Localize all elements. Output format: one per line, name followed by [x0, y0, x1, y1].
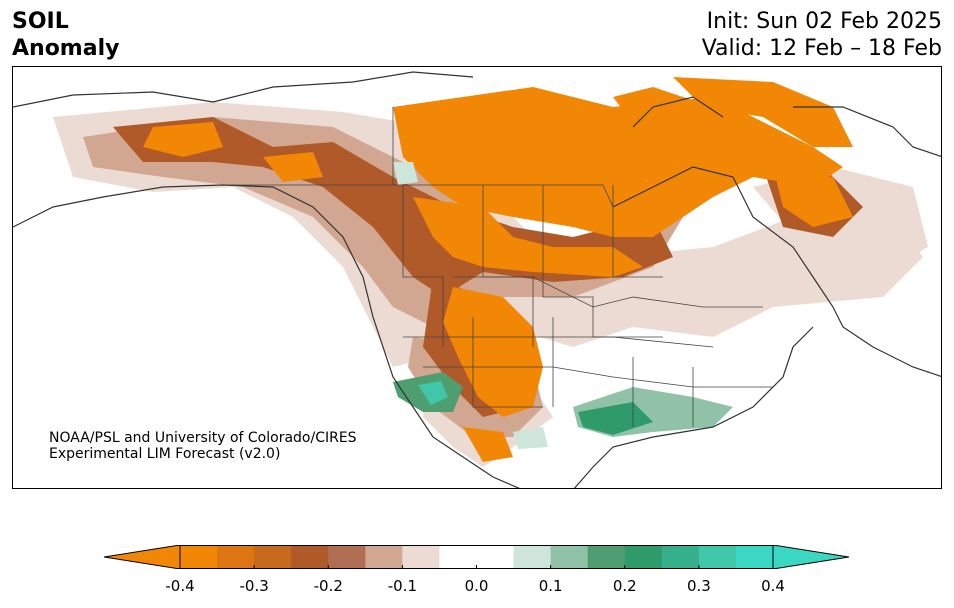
- colorbar-segment: [254, 545, 292, 569]
- political-borders: [223, 107, 773, 427]
- colorbar-tick-label: 0.0: [464, 577, 489, 595]
- colorbar-tick-label: -0.1: [387, 577, 418, 595]
- valid-range: Valid: 12 Feb – 18 Feb: [701, 36, 942, 61]
- colorbar-tick-label: -0.4: [165, 577, 195, 595]
- colorbar-segment: [698, 545, 737, 569]
- colorbar-segment: [550, 545, 589, 569]
- credit-line-1: NOAA/PSL and University of Colorado/CIRE…: [49, 430, 357, 446]
- anomaly-map: [13, 71, 941, 488]
- colorbar-segment: [328, 545, 366, 569]
- init-date: Init: Sun 02 Feb 2025: [706, 9, 942, 34]
- colorbar-segment: [402, 545, 440, 569]
- colorbar-tick-label: 0.1: [538, 577, 563, 595]
- colorbar-tick-label: 0.3: [686, 577, 711, 595]
- credit-line-2: Experimental LIM Forecast (v2.0): [49, 446, 281, 462]
- colorbar-segment: [661, 545, 700, 569]
- colorbar-tick-label: -0.2: [313, 577, 343, 595]
- colorbar-segment: [365, 545, 403, 569]
- colorbar-segment: [439, 545, 477, 569]
- colorbar: [104, 545, 849, 569]
- coastlines: [13, 71, 941, 488]
- colorbar-segment: [217, 545, 255, 569]
- colorbar-tick-label: 0.4: [761, 577, 785, 595]
- title-line-2: Anomaly: [12, 36, 120, 61]
- colorbar-segment: [513, 545, 552, 569]
- map-title: SOIL Anomaly: [12, 8, 119, 62]
- colorbar-segment: [735, 545, 774, 569]
- colorbar-segment: [180, 545, 218, 569]
- colorbar-extend-low: [104, 545, 181, 569]
- colorbar-tick-label: -0.3: [239, 577, 269, 595]
- title-line-1: SOIL: [12, 9, 69, 34]
- colorbar-segment: [291, 545, 329, 569]
- map-panel: [12, 66, 942, 489]
- colorbar-segment: [587, 545, 626, 569]
- colorbar-extend-high: [772, 545, 849, 569]
- extreme-negative-anomaly: [143, 77, 853, 462]
- forecast-dates: Init: Sun 02 Feb 2025 Valid: 12 Feb – 18…: [702, 8, 942, 62]
- colorbar-segment: [624, 545, 663, 569]
- colorbar-tick-label: 0.2: [612, 577, 637, 595]
- credit-text: NOAA/PSL and University of Colorado/CIRE…: [49, 430, 357, 462]
- colorbar-segment: [476, 545, 515, 569]
